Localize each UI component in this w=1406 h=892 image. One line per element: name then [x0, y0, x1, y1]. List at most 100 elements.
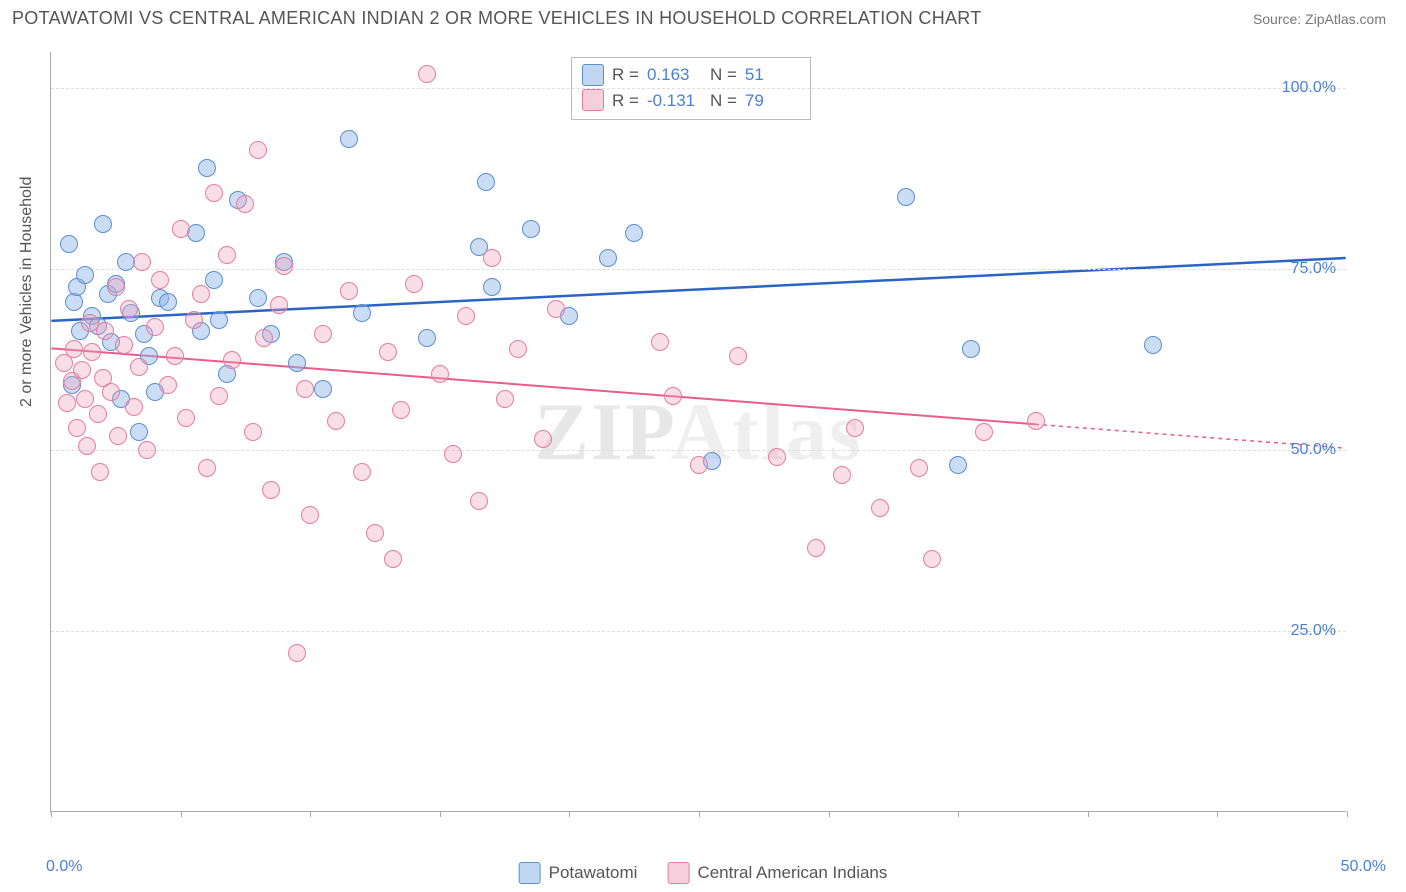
data-point — [962, 340, 980, 358]
gridline — [51, 450, 1346, 451]
data-point — [270, 296, 288, 314]
data-point — [897, 188, 915, 206]
data-point — [833, 466, 851, 484]
data-point — [288, 354, 306, 372]
data-point — [177, 409, 195, 427]
x-tick — [699, 811, 700, 817]
data-point — [205, 184, 223, 202]
data-point — [1027, 412, 1045, 430]
data-point — [522, 220, 540, 238]
data-point — [210, 311, 228, 329]
data-point — [807, 539, 825, 557]
x-tick — [1217, 811, 1218, 817]
n-label: N = — [710, 88, 737, 114]
data-point — [185, 311, 203, 329]
n-value: 79 — [745, 88, 800, 114]
x-axis-max-label: 50.0% — [1341, 858, 1386, 876]
data-point — [296, 380, 314, 398]
data-point — [244, 423, 262, 441]
data-point — [379, 343, 397, 361]
x-tick — [569, 811, 570, 817]
data-point — [249, 141, 267, 159]
data-point — [58, 394, 76, 412]
data-point — [159, 376, 177, 394]
legend-swatch-icon — [582, 89, 604, 111]
x-tick — [181, 811, 182, 817]
data-point — [599, 249, 617, 267]
data-point — [76, 266, 94, 284]
data-point — [664, 387, 682, 405]
r-label: R = — [612, 62, 639, 88]
x-tick — [1347, 811, 1348, 817]
data-point — [353, 463, 371, 481]
data-point — [314, 380, 332, 398]
legend-label: Central American Indians — [697, 863, 887, 883]
n-label: N = — [710, 62, 737, 88]
data-point — [729, 347, 747, 365]
r-value: 0.163 — [647, 62, 702, 88]
data-point — [210, 387, 228, 405]
data-point — [60, 235, 78, 253]
data-point — [68, 419, 86, 437]
data-point — [249, 289, 267, 307]
data-point — [133, 253, 151, 271]
data-point — [483, 249, 501, 267]
r-value: -0.131 — [647, 88, 702, 114]
data-point — [496, 390, 514, 408]
x-tick — [1088, 811, 1089, 817]
y-tick-label: 75.0% — [1291, 260, 1336, 278]
data-point — [172, 220, 190, 238]
scatter-chart: ZIPAtlas R = 0.163 N = 51R = -0.131 N = … — [50, 52, 1346, 812]
bottom-legend: Potawatomi Central American Indians — [519, 862, 888, 884]
legend-item: Potawatomi — [519, 862, 638, 884]
data-point — [73, 361, 91, 379]
r-label: R = — [612, 88, 639, 114]
x-tick — [51, 811, 52, 817]
data-point — [262, 481, 280, 499]
data-point — [651, 333, 669, 351]
data-point — [314, 325, 332, 343]
data-point — [910, 459, 928, 477]
gridline — [51, 631, 1346, 632]
data-point — [384, 550, 402, 568]
stats-row: R = -0.131 N = 79 — [582, 88, 800, 114]
data-point — [340, 282, 358, 300]
data-point — [923, 550, 941, 568]
data-point — [275, 257, 293, 275]
data-point — [192, 285, 210, 303]
data-point — [198, 159, 216, 177]
data-point — [236, 195, 254, 213]
n-value: 51 — [745, 62, 800, 88]
y-tick-label: 50.0% — [1291, 441, 1336, 459]
data-point — [120, 300, 138, 318]
data-point — [690, 456, 708, 474]
data-point — [392, 401, 410, 419]
data-point — [301, 506, 319, 524]
data-point — [470, 492, 488, 510]
data-point — [625, 224, 643, 242]
data-point — [109, 427, 127, 445]
data-point — [198, 459, 216, 477]
gridline — [51, 269, 1346, 270]
data-point — [327, 412, 345, 430]
x-axis-min-label: 0.0% — [46, 858, 82, 876]
data-point — [547, 300, 565, 318]
data-point — [91, 463, 109, 481]
data-point — [509, 340, 527, 358]
data-point — [138, 441, 156, 459]
data-point — [107, 278, 125, 296]
gridline — [51, 88, 1346, 89]
data-point — [166, 347, 184, 365]
data-point — [130, 423, 148, 441]
data-point — [846, 419, 864, 437]
data-point — [94, 215, 112, 233]
data-point — [102, 383, 120, 401]
data-point — [83, 343, 101, 361]
data-point — [483, 278, 501, 296]
data-point — [975, 423, 993, 441]
y-axis-title: 2 or more Vehicles in Household — [18, 177, 36, 407]
x-tick — [440, 811, 441, 817]
data-point — [534, 430, 552, 448]
data-point — [871, 499, 889, 517]
data-point — [288, 644, 306, 662]
